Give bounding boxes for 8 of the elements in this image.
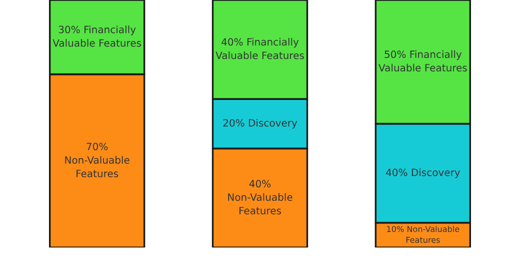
data-label: 50% Financially Valuable Features — [378, 50, 467, 72]
data-label: 40% Discovery — [386, 168, 460, 178]
data-label: 10% Non-Valuable Features — [387, 226, 460, 243]
data-label: 30% Financially Valuable Features — [52, 26, 142, 47]
data-label: 70% Non-Valuable Features — [65, 142, 130, 178]
data-label: 40% Financially Valuable Features — [216, 38, 304, 60]
data-label: 40% Non-Valuable Features — [228, 180, 292, 214]
data-label: 20% Discovery — [223, 118, 298, 129]
